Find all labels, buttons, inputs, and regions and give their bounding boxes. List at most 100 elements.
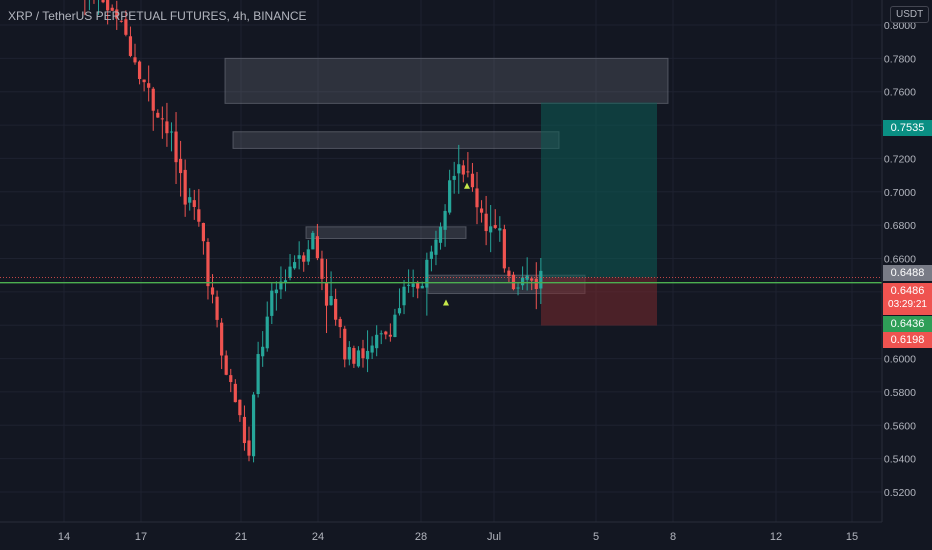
candle-body bbox=[379, 333, 383, 335]
candle bbox=[315, 223, 319, 261]
candle-body bbox=[124, 19, 128, 35]
candle bbox=[293, 255, 297, 270]
candle bbox=[124, 10, 128, 37]
time-axis-label: 12 bbox=[770, 531, 782, 543]
candle-body bbox=[233, 383, 237, 403]
candle bbox=[457, 144, 461, 194]
candle bbox=[247, 426, 251, 462]
price-axis-label: 0.5400 bbox=[884, 454, 916, 466]
candle bbox=[352, 345, 356, 368]
candle-body bbox=[192, 200, 196, 207]
candle bbox=[101, 0, 105, 4]
candle-body bbox=[511, 274, 516, 290]
candle bbox=[137, 60, 142, 85]
candle bbox=[128, 26, 133, 58]
candle-body bbox=[475, 188, 479, 208]
candle bbox=[461, 160, 465, 183]
price-axis-label: 0.6800 bbox=[884, 220, 916, 232]
candle bbox=[270, 282, 274, 325]
candle bbox=[525, 257, 529, 291]
candle-body bbox=[539, 270, 543, 289]
candle bbox=[516, 283, 520, 296]
candle bbox=[466, 152, 470, 178]
candle bbox=[283, 269, 288, 292]
price-axis-label: 0.6000 bbox=[884, 354, 916, 366]
price-axis-label: 0.5600 bbox=[884, 420, 916, 432]
symbol-title[interactable]: XRP / TetherUS PERPETUAL FUTURES, 4h, BI… bbox=[8, 9, 307, 23]
stop-price-tag: 0.6198 bbox=[883, 332, 932, 348]
candle-body bbox=[334, 298, 338, 320]
candle bbox=[174, 112, 178, 185]
time-axis-label: 8 bbox=[670, 531, 676, 543]
candle-body bbox=[457, 164, 461, 174]
candle-body bbox=[370, 345, 374, 353]
candle-body bbox=[274, 289, 278, 294]
candle bbox=[484, 195, 488, 246]
candle bbox=[242, 405, 247, 451]
candle bbox=[210, 274, 215, 304]
candle-body bbox=[411, 283, 415, 287]
candle bbox=[311, 230, 315, 250]
candle bbox=[397, 288, 402, 316]
candle-body bbox=[521, 277, 525, 286]
candle bbox=[347, 341, 351, 366]
candle-body bbox=[297, 255, 301, 259]
candle-body bbox=[516, 287, 520, 289]
candle-body bbox=[420, 285, 424, 289]
target-price-tag: 0.7535 bbox=[883, 120, 932, 136]
candle-body bbox=[388, 334, 392, 337]
candle bbox=[151, 86, 155, 131]
signal-triangle-icon bbox=[464, 182, 470, 189]
candle bbox=[416, 280, 420, 299]
candle-body bbox=[384, 331, 388, 335]
candle bbox=[206, 238, 210, 300]
candle bbox=[98, 0, 100, 15]
candle-body bbox=[179, 158, 183, 174]
candle bbox=[489, 204, 493, 253]
candle-body bbox=[466, 171, 470, 173]
candle-body bbox=[201, 222, 205, 242]
candle-body bbox=[493, 225, 497, 228]
candle-body bbox=[375, 334, 379, 349]
price-axis-label: 0.7800 bbox=[884, 53, 916, 65]
candle-body bbox=[484, 213, 488, 232]
candle-body bbox=[461, 165, 465, 175]
entry-price-tag: 0.6436 bbox=[883, 316, 932, 332]
candle bbox=[479, 200, 484, 223]
price-axis-label: 0.5800 bbox=[884, 387, 916, 399]
time-axis-label: 21 bbox=[235, 531, 247, 543]
candle bbox=[261, 331, 265, 367]
candle bbox=[407, 269, 411, 293]
candle bbox=[215, 290, 219, 328]
candle-body bbox=[452, 175, 456, 180]
candle bbox=[502, 224, 506, 273]
candle bbox=[110, 4, 114, 12]
candle-body bbox=[106, 0, 110, 11]
candle-body bbox=[324, 282, 329, 306]
candle-body bbox=[133, 57, 137, 63]
candle-body bbox=[347, 347, 351, 360]
candle-body bbox=[101, 0, 105, 3]
candle-body bbox=[338, 319, 342, 328]
candle bbox=[425, 252, 429, 316]
time-axis-label: 14 bbox=[58, 531, 70, 543]
candle-body bbox=[343, 328, 347, 360]
candle bbox=[265, 301, 269, 352]
candle bbox=[475, 172, 479, 225]
candle bbox=[306, 240, 310, 266]
candle bbox=[534, 262, 538, 310]
candle bbox=[233, 379, 237, 403]
candles bbox=[84, 0, 543, 463]
candle bbox=[251, 392, 256, 463]
candle bbox=[179, 140, 183, 197]
candle-body bbox=[115, 9, 119, 19]
candle bbox=[156, 109, 160, 118]
candle bbox=[320, 250, 324, 291]
time-axis-label: 17 bbox=[135, 531, 147, 543]
candle bbox=[507, 266, 511, 283]
candle-body bbox=[183, 169, 187, 205]
candle bbox=[142, 79, 146, 92]
currency-label[interactable]: USDT bbox=[890, 6, 930, 23]
marker-price-tag: 0.6488 bbox=[883, 265, 932, 281]
